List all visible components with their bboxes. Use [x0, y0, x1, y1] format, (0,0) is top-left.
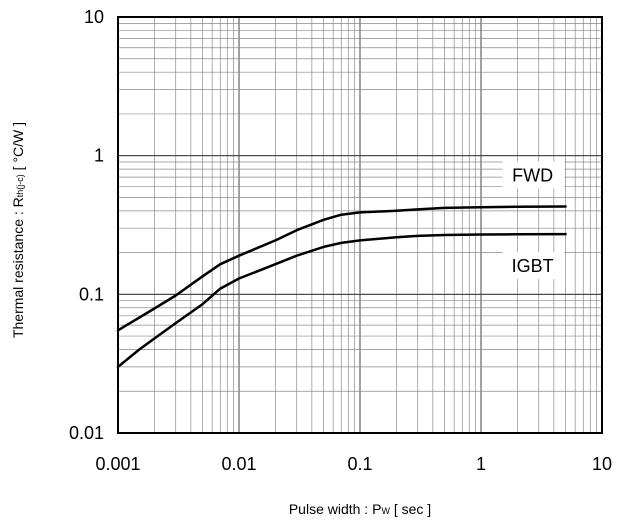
series-lines — [116, 205, 567, 369]
x-tick-label: 0.1 — [347, 454, 372, 474]
x-tick-label: 10 — [592, 454, 612, 474]
series-label-igbt: IGBT — [512, 256, 554, 276]
x-tick-label: 1 — [476, 454, 486, 474]
series-labels: FWD IGBT — [502, 161, 565, 280]
series-line-igbt — [116, 232, 567, 369]
y-tick-label: 0.01 — [69, 423, 104, 443]
y-tick-label: 1 — [94, 146, 104, 166]
series-label-box — [502, 252, 565, 280]
series-label-box — [502, 161, 565, 189]
grid — [117, 16, 603, 434]
series-line-fwd — [116, 205, 567, 332]
y-tick-label: 0.1 — [79, 284, 104, 304]
x-tick-label: 0.001 — [95, 454, 140, 474]
plot-frame — [117, 16, 603, 434]
tick-labels: 0.001 0.01 0.1 1 10 10 1 0.1 0.01 — [69, 7, 612, 474]
series-label-fwd: FWD — [512, 165, 553, 185]
x-tick-label: 0.01 — [221, 454, 256, 474]
y-tick-label: 10 — [84, 7, 104, 27]
y-axis-label: Thermal resistance : Rth(j-c) [ °C/W ] — [10, 122, 26, 338]
x-axis-label: Pulse width : PW [ sec ] — [289, 501, 431, 517]
